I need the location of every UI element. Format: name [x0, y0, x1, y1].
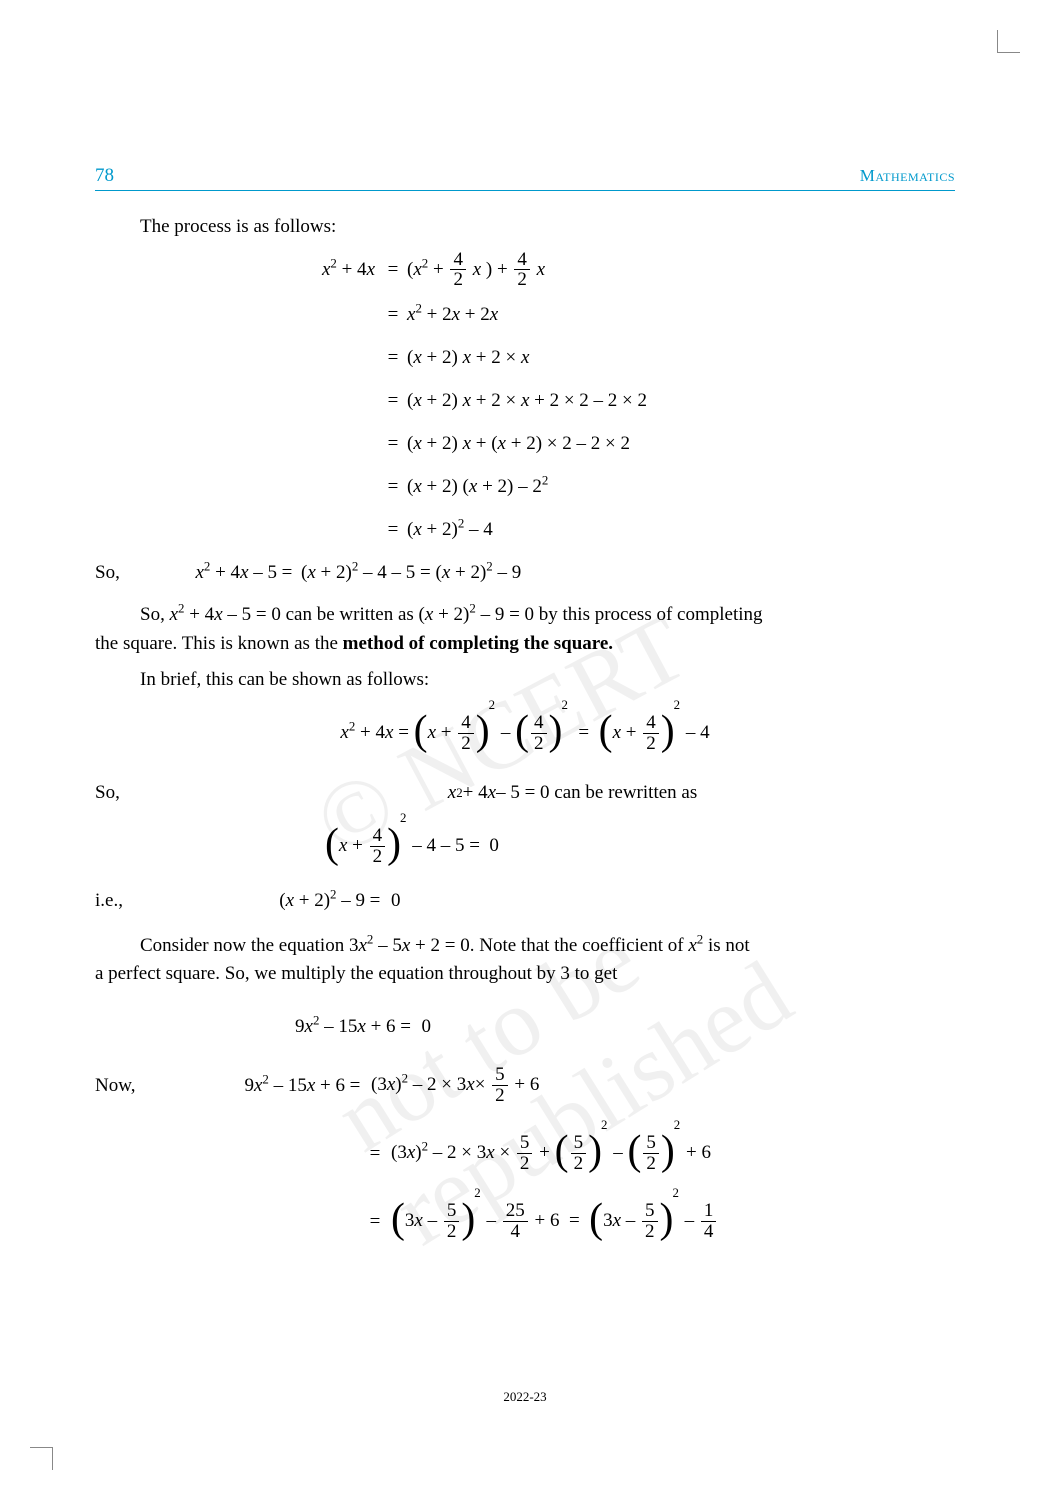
so-equation: So, x2 + 4x – 5 = (x + 2)2 – 4 – 5 = (x …	[95, 555, 955, 591]
equation-step-3: = (x + 2) x + 2 × x	[95, 340, 955, 376]
ie-equation: i.e., (x + 2)2 – 9 = 0	[95, 880, 955, 922]
page-number: 78	[95, 165, 114, 187]
so-rewritten: So, x2 + 4x – 5 = 0 can be rewritten as	[95, 772, 955, 814]
now-equation-2: = (3x)2 – 2 × 3x × 52 + (52)2 – (52)2 + …	[95, 1133, 955, 1175]
crop-mark-tr	[997, 30, 1020, 53]
page-content: The process is as follows: x2 + 4x = (x2…	[95, 213, 955, 1243]
multiplied-equation: 9x2 – 15x + 6 = 0	[95, 1009, 955, 1045]
chapter-title: Mathematics	[860, 166, 955, 186]
equation-step-7: = (x + 2)2 – 4	[95, 512, 955, 548]
intro-paragraph: The process is as follows:	[95, 213, 955, 242]
equation-step-6: = (x + 2) (x + 2) – 22	[95, 469, 955, 505]
brief-equation: x2 + 4x = (x + 42)2 – (42)2 = (x + 42)2 …	[95, 713, 955, 754]
equation-step-1: x2 + 4x = (x2 + 42 x ) + 42 x	[95, 250, 955, 291]
explanation-paragraph: So, x2 + 4x – 5 = 0 can be written as (x…	[95, 601, 955, 658]
crop-mark-bl	[30, 1447, 53, 1470]
footer-year: 2022-23	[0, 1389, 1050, 1405]
consider-paragraph: Consider now the equation 3x2 – 5x + 2 =…	[95, 932, 955, 989]
now-equation-1: Now, 9x2 – 15x + 6 = (3x)2 – 2 × 3x× 52 …	[95, 1065, 955, 1107]
now-equation-3: = (3x – 52)2 – 254 + 6 = (3x – 52)2 – 14	[95, 1201, 955, 1243]
brief-intro: In brief, this can be shown as follows:	[95, 666, 955, 695]
rewritten-equation: (x + 42)2 – 4 – 5 = 0	[95, 826, 955, 868]
equation-step-2: = x2 + 2x + 2x	[95, 297, 955, 333]
page-header: 78 Mathematics	[95, 165, 955, 191]
equation-step-4: = (x + 2) x + 2 × x + 2 × 2 – 2 × 2	[95, 383, 955, 419]
page-container: © NCERT not to be republished 78 Mathema…	[0, 0, 1050, 1500]
equation-step-5: = (x + 2) x + (x + 2) × 2 – 2 × 2	[95, 426, 955, 462]
